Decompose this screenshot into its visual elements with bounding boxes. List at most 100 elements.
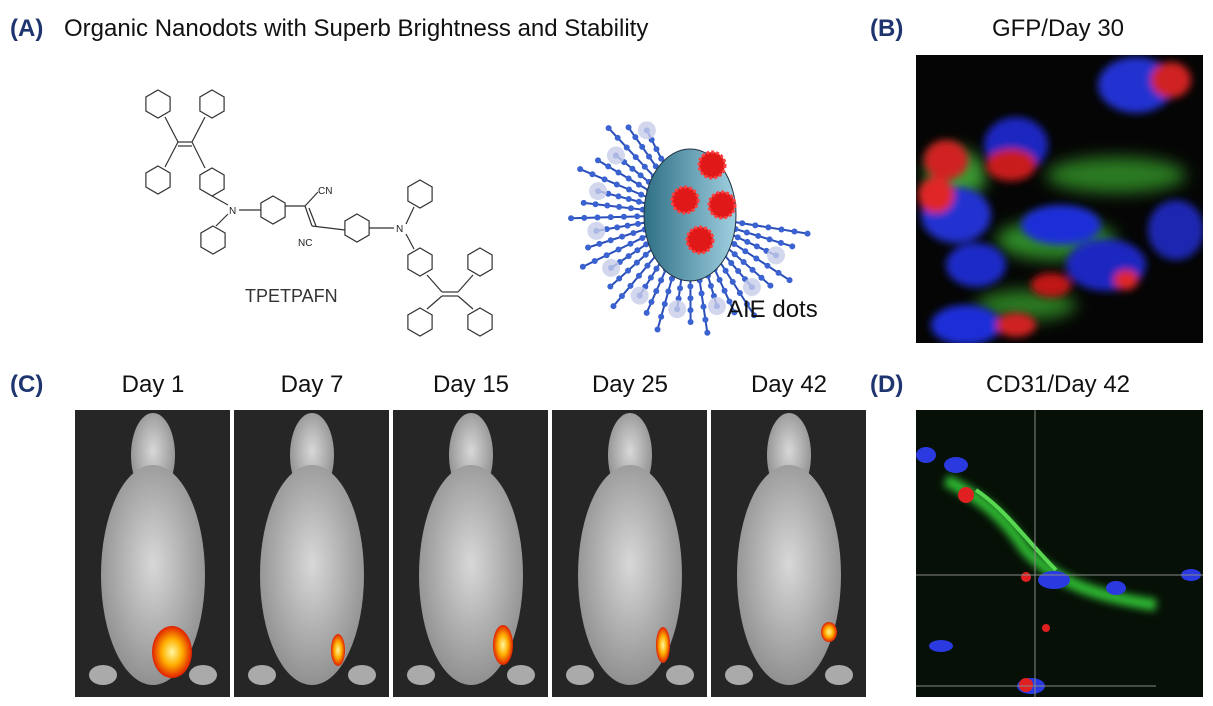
polymer-bead — [581, 214, 588, 221]
polymer-bead — [627, 240, 634, 247]
polymer-bead — [661, 301, 668, 308]
polymer-bead — [644, 262, 651, 269]
polymer-bead — [614, 224, 621, 231]
panel-label: (A) — [10, 15, 43, 42]
polymer-bead — [665, 288, 672, 295]
polymer-end — [630, 286, 649, 305]
micrograph — [916, 410, 1203, 697]
polymer-bead — [731, 240, 738, 247]
polymer-bead — [589, 171, 596, 178]
atom-label: NC — [298, 238, 312, 249]
polymer-bead — [721, 287, 728, 294]
polymer-bead — [658, 313, 665, 320]
polymer-bead — [739, 220, 746, 227]
nanodot-illustration — [568, 121, 811, 336]
polymer-bead — [613, 181, 620, 188]
polymer-bead — [629, 165, 636, 172]
polymer-bead — [624, 222, 631, 229]
polymer-end — [602, 258, 621, 277]
polymer-bead — [755, 232, 762, 239]
polymer-bead — [616, 203, 623, 210]
panel-label: (C) — [10, 371, 43, 398]
polymer-bead — [625, 124, 632, 131]
polymer-bead — [766, 236, 773, 243]
polymer-bead — [734, 234, 741, 241]
polymer-bead — [639, 234, 646, 241]
polymer-bead — [618, 292, 625, 299]
polymer-bead — [735, 268, 742, 275]
polymer-bead — [615, 193, 622, 200]
polymer-bead — [643, 309, 650, 316]
polymer-bead — [753, 255, 760, 262]
panel-title: GFP/Day 30 — [992, 15, 1124, 42]
nanodot-core — [643, 148, 737, 282]
polymer-bead — [635, 272, 642, 279]
polymer-bead — [789, 243, 796, 250]
polymer-bead — [722, 267, 729, 274]
polymer-bead — [751, 312, 758, 319]
polymer-bead — [634, 247, 641, 254]
polymer-bead — [677, 285, 684, 292]
polymer-bead — [704, 329, 711, 336]
polymer-bead — [605, 163, 612, 170]
polymer-bead — [577, 166, 584, 173]
polymer-bead — [729, 278, 736, 285]
polymer-end — [587, 221, 606, 240]
mouse-leg — [89, 665, 117, 685]
polymer-bead — [698, 290, 705, 297]
polymer-bead — [607, 283, 614, 290]
polymer-bead — [605, 125, 612, 132]
polymer-end — [707, 297, 726, 316]
mouse-body — [737, 465, 841, 685]
mouse-leg — [248, 665, 276, 685]
polymer-bead — [749, 266, 756, 273]
mouse-leg — [566, 665, 594, 685]
polymer-bead — [619, 233, 626, 240]
mouse-leg — [348, 665, 376, 685]
polymer-bead — [716, 276, 723, 283]
day-label: Day 25 — [592, 371, 668, 398]
polymer-bead — [736, 289, 743, 296]
mouse-leg — [507, 665, 535, 685]
panel-label: (D) — [870, 371, 903, 398]
polymer-bead — [653, 288, 660, 295]
aie-cluster — [670, 185, 700, 215]
mouse-body — [578, 465, 682, 685]
polymer-bead — [648, 298, 655, 305]
fluorescence-signal — [821, 622, 837, 642]
polymer-end — [606, 146, 625, 165]
fluorescence-signal — [656, 627, 670, 663]
polymer-bead — [625, 267, 632, 274]
polymer-bead — [687, 283, 694, 290]
polymer-bead — [632, 154, 639, 161]
mouse-images: Day 1 Day 7 Day 15 Day 25 Day 42 — [75, 371, 866, 697]
polymer-bead — [580, 199, 587, 206]
aie-cluster — [685, 225, 715, 255]
polymer-bead — [607, 237, 614, 244]
polymer-bead — [743, 301, 750, 308]
polymer-end — [668, 300, 687, 319]
polymer-end — [589, 182, 608, 201]
day-label: Day 15 — [433, 371, 509, 398]
panel-label: (B) — [870, 15, 903, 42]
polymer-bead — [635, 181, 642, 188]
polymer-bead — [777, 239, 784, 246]
polymer-bead — [635, 198, 642, 205]
polymer-bead — [647, 274, 654, 281]
polymer-bead — [615, 246, 622, 253]
polymer-bead — [625, 175, 632, 182]
polymer-bead — [591, 257, 598, 264]
polymer-bead — [687, 318, 694, 325]
polymer-bead — [728, 260, 735, 267]
polymer-bead — [687, 307, 694, 314]
polymer-bead — [646, 153, 653, 160]
polymer-bead — [579, 263, 586, 270]
polymer-bead — [632, 134, 639, 141]
polymer-bead — [616, 275, 623, 282]
polymer-bead — [791, 228, 798, 235]
aie-cluster — [697, 150, 727, 180]
polymer-bead — [765, 224, 772, 231]
fluorescence-signal — [493, 625, 513, 665]
polymer-bead — [627, 205, 634, 212]
polymer-bead — [654, 326, 661, 333]
